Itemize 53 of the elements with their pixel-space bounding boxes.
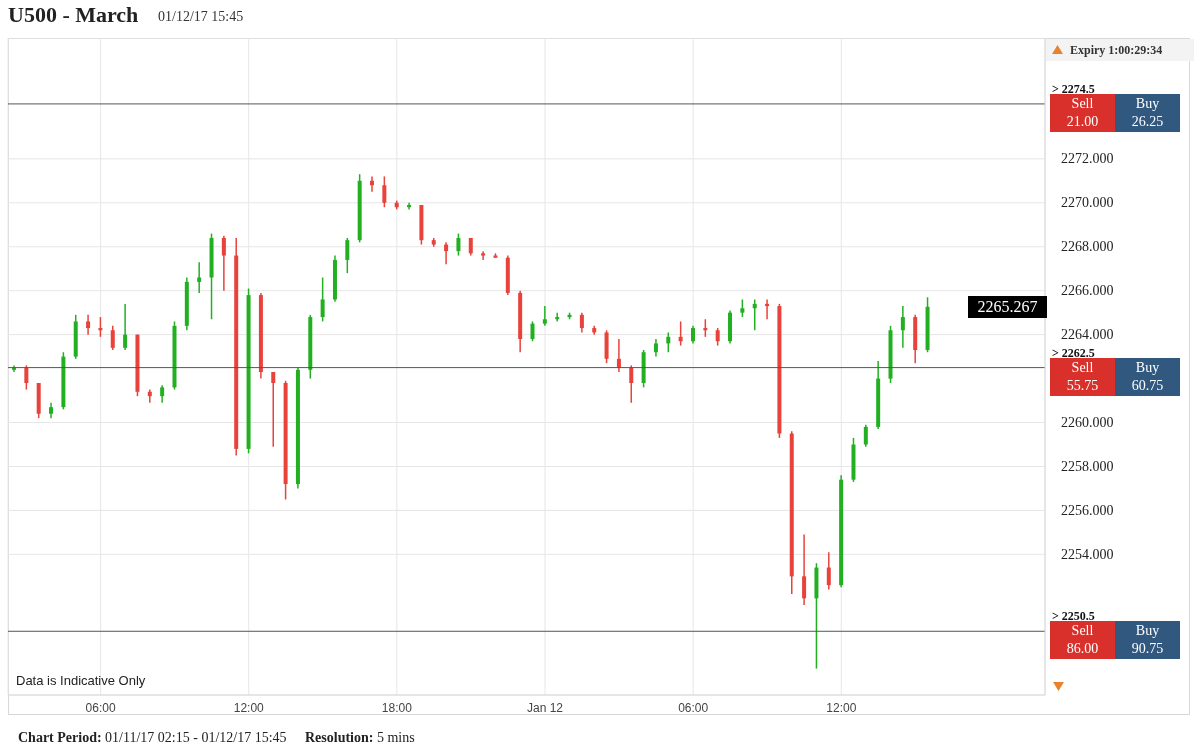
y-tick-label: 2260.000 bbox=[1061, 415, 1114, 431]
candlestick bbox=[345, 237, 350, 274]
candlestick bbox=[863, 423, 868, 448]
x-tick-label: 06:00 bbox=[85, 700, 116, 715]
text: Buy 26.25 bbox=[1115, 94, 1180, 131]
text: Buy 60.75 bbox=[1115, 358, 1180, 395]
candlestick bbox=[24, 364, 29, 391]
candlestick bbox=[271, 371, 276, 448]
candlestick bbox=[444, 241, 449, 266]
candlestick bbox=[629, 364, 634, 404]
annotation: 2265.267 bbox=[968, 295, 1047, 318]
y-tick-label: 2256.000 bbox=[1061, 502, 1114, 518]
chart-subtitle: 01/12/17 15:45 bbox=[158, 9, 244, 25]
candlestick bbox=[382, 175, 387, 208]
text: Resolution: 5 mins bbox=[305, 730, 415, 746]
x-tick-label: 12:00 bbox=[233, 700, 265, 715]
x-tick-label: 18:00 bbox=[381, 700, 413, 715]
text: Sell 21.00 bbox=[1050, 94, 1115, 131]
y-tick-label: 2264.000 bbox=[1061, 327, 1114, 343]
ref-line-label: > 2250.5 bbox=[1052, 609, 1095, 625]
candlestick bbox=[579, 311, 584, 334]
text: Sell 86.00 bbox=[1050, 622, 1115, 659]
text: Buy 90.75 bbox=[1115, 622, 1180, 659]
candlestick bbox=[900, 305, 905, 349]
y-tick-label: 2254.000 bbox=[1061, 546, 1114, 562]
text: Sell 55.75 bbox=[1050, 358, 1115, 395]
candlestick bbox=[542, 305, 547, 327]
y-tick-label: 2272.000 bbox=[1061, 151, 1114, 167]
candlestick bbox=[86, 314, 91, 336]
candlestick bbox=[221, 235, 226, 292]
candlestick bbox=[320, 276, 325, 323]
annotation: Data is Indicative Only bbox=[16, 673, 146, 688]
text: Expiry 1:00:29:34 bbox=[1070, 42, 1163, 59]
y-tick-label: 2268.000 bbox=[1061, 239, 1114, 255]
candlestick bbox=[530, 320, 535, 342]
candlestick bbox=[616, 338, 621, 373]
ref-line-label: > 2274.5 bbox=[1052, 81, 1095, 97]
candlestick bbox=[481, 250, 486, 261]
candlestick bbox=[826, 551, 831, 591]
candlestick bbox=[110, 325, 115, 351]
candlestick bbox=[666, 331, 671, 353]
y-tick-label: 2270.000 bbox=[1061, 195, 1114, 211]
x-tick-label: Jan 12 bbox=[527, 700, 564, 715]
y-tick-label: 2266.000 bbox=[1061, 283, 1114, 299]
chart-title: U500 - March bbox=[8, 2, 139, 28]
candlestick bbox=[802, 533, 807, 606]
ref-line-label: > 2262.5 bbox=[1052, 345, 1095, 361]
y-tick-label: 2258.000 bbox=[1061, 458, 1114, 474]
candlestick bbox=[123, 303, 128, 351]
x-tick-label: 06:00 bbox=[678, 700, 709, 715]
text: Chart Period: 01/11/17 02:15 - 01/12/17 15:45 bbox=[18, 730, 287, 746]
candlestick bbox=[456, 232, 461, 257]
x-tick-label: 12:00 bbox=[826, 700, 857, 715]
